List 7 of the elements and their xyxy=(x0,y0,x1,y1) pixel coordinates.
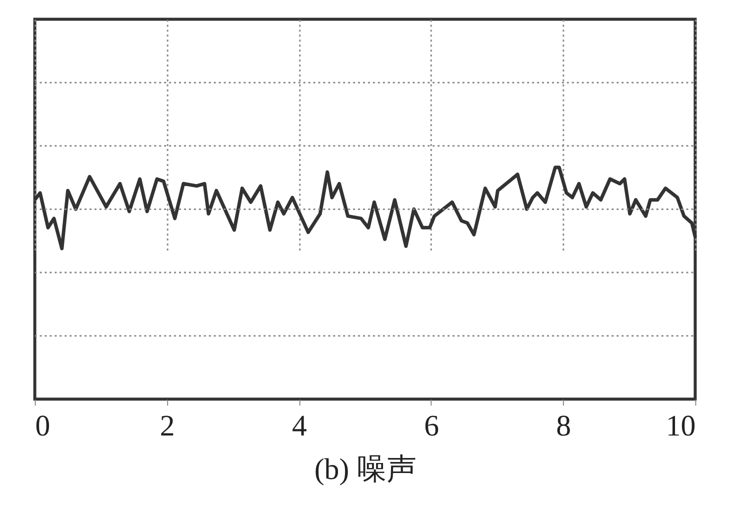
x-tick-label: 0 xyxy=(35,409,50,442)
x-tick-label: 10 xyxy=(666,409,696,442)
x-tick-label: 4 xyxy=(292,409,308,442)
x-tick-label: 8 xyxy=(556,409,572,442)
x-tick-label: 6 xyxy=(424,409,440,442)
x-tick-label: 2 xyxy=(160,409,175,442)
x-axis-title: (b) 噪声 xyxy=(314,453,417,486)
